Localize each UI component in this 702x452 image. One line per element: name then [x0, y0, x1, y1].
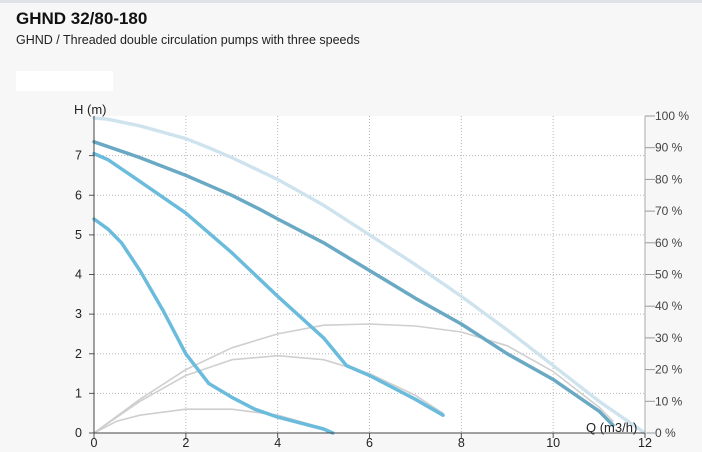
y-tick-label: 3 [75, 307, 82, 321]
series-group [92, 116, 647, 435]
x-tick-label: 12 [638, 436, 652, 450]
right-tick-label: 50 % [655, 268, 683, 282]
series-line-eff-speed3 [93, 323, 614, 434]
x-tick-label: 10 [546, 436, 560, 450]
series-line-head-max [92, 116, 647, 435]
x-tick-label: 0 [91, 436, 98, 450]
x-tick-label: 8 [458, 436, 465, 450]
y-tick-label: 4 [75, 268, 82, 282]
y-tick-label: 1 [75, 386, 82, 400]
x-tick-label: 6 [366, 436, 373, 450]
right-tick-label: 0 % [655, 426, 676, 440]
y-axis-label: H (m) [74, 102, 107, 117]
chart-title: GHND 32/80-180 [16, 9, 148, 28]
x-tick-label: 4 [274, 436, 281, 450]
top-border [0, 0, 702, 3]
series-line-head-speed3 [92, 140, 615, 427]
y-tick-label: 2 [75, 347, 82, 361]
right-tick-label: 60 % [655, 236, 683, 250]
right-tick-label: 30 % [655, 331, 683, 345]
right-tick-label: 10 % [655, 394, 683, 408]
series-line-eff-speed2 [93, 354, 444, 434]
right-tick-label: 70 % [655, 204, 683, 218]
right-tick-label: 20 % [655, 363, 683, 377]
series-line-head-speed1 [92, 217, 335, 435]
right-tick-label: 90 % [655, 141, 683, 155]
right-tick-label: 40 % [655, 299, 683, 313]
blank-panel [16, 71, 113, 91]
y-tick-label: 5 [75, 228, 82, 242]
x-axis-label: Q (m3/h) [586, 420, 637, 435]
right-axis-ticks: 0 % 10 % 20 % 30 % 40 % 50 % 60 % 70 % 80 % 90 % 1… [645, 109, 689, 440]
y-tick-label: 0 [75, 426, 82, 440]
chart-subtitle: GHND / Threaded double circulation pumps… [16, 33, 360, 47]
y-tick-label: 7 [75, 149, 82, 163]
x-tick-label: 2 [182, 436, 189, 450]
right-tick-label: 100 % [655, 109, 689, 123]
right-tick-label: 80 % [655, 172, 683, 186]
y-tick-label: 6 [75, 188, 82, 202]
series-line-head-speed2 [92, 151, 445, 417]
